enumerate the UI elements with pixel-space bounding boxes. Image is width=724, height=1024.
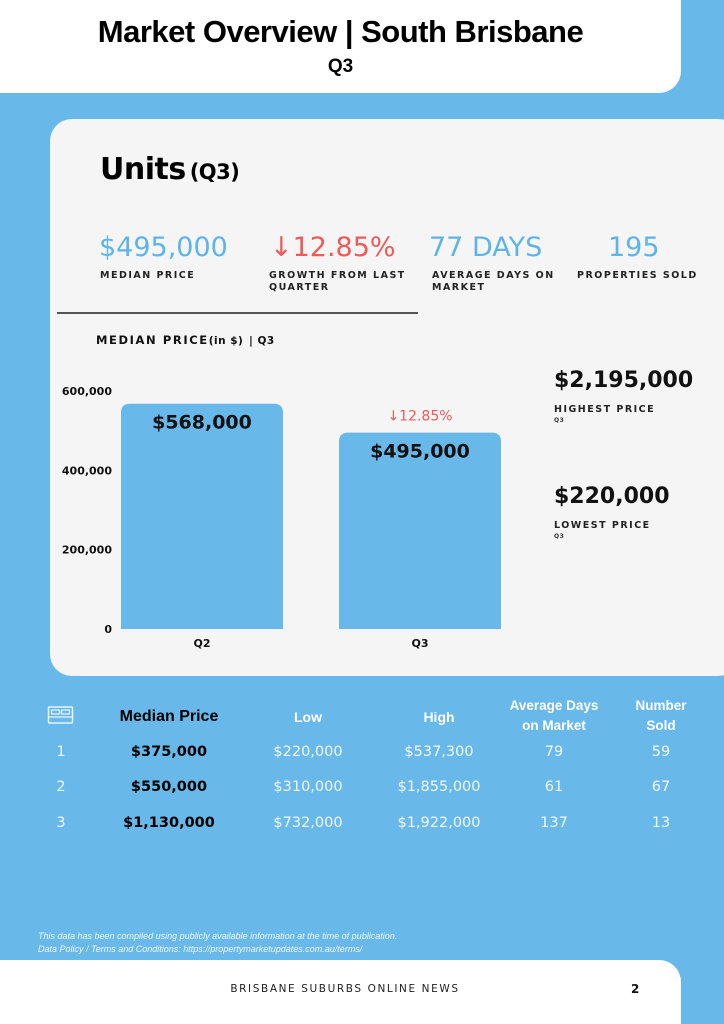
x-tick-label: Q2 (193, 637, 210, 650)
stat-days-label: AVERAGE DAYS ON MARKET (432, 270, 555, 293)
table-cell-median: $550,000 (130, 779, 208, 795)
table-cell-median: $375,000 (130, 744, 208, 760)
stat-sold-label: PROPERTIES SOLD (577, 270, 698, 281)
table-cell-high: $1,855,000 (397, 779, 481, 795)
stat-median-price-label: MEDIAN PRICE (100, 270, 196, 281)
y-tick-label: 400,000 (62, 464, 112, 477)
chart-title-unit: (in $) (208, 335, 244, 347)
table-cell-high: $1,922,000 (397, 815, 481, 831)
y-tick-label: 0 (104, 623, 112, 636)
chart-title-suffix: | Q3 (248, 335, 275, 347)
table-cell-bedrooms: 3 (56, 815, 66, 831)
page-title: Market Overview | South Brisbane (97, 14, 584, 49)
lowest-price-label: LOWEST PRICE (554, 520, 651, 531)
footnote-line-1: This data has been compiled using public… (38, 931, 398, 941)
table-cell-low: $310,000 (273, 779, 343, 795)
median-price-chart: 0 200,000 400,000 600,000 $568,000 Q2 $495,000… (62, 385, 501, 650)
table-cell-low: $732,000 (273, 815, 343, 831)
divider (57, 312, 418, 314)
footnote: This data has been compiled using public… (38, 930, 397, 956)
table-cell-high: $537,300 (404, 744, 474, 760)
table-cell-sold: 59 (651, 744, 671, 760)
col-header-high: High (423, 709, 455, 725)
bar-data-label: $495,000 (370, 441, 470, 463)
chart-title-main: MEDIAN PRICE (96, 333, 209, 347)
stat-sold: 195 (608, 232, 660, 263)
section-title: Units (Q3) (100, 152, 240, 187)
lowest-price-quarter: Q3 (554, 533, 565, 540)
section-quarter: (Q3) (189, 160, 240, 184)
chart-title: MEDIAN PRICE(in $) | Q3 (96, 333, 275, 347)
footnote-line-2: Data Policy / Terms and Conditions: http… (38, 944, 363, 954)
change-annotation: ↓12.85% (387, 409, 452, 425)
table-cell-sold: 67 (651, 779, 671, 795)
bar (339, 432, 501, 629)
page-number: 2 (631, 982, 640, 996)
highest-price-value: $2,195,000 (554, 368, 694, 393)
highest-price-quarter: Q3 (554, 417, 565, 424)
col-header-sold: Number Sold (635, 698, 687, 733)
page-subtitle: Q3 (327, 56, 354, 77)
y-tick-label: 200,000 (62, 544, 112, 557)
bar (121, 403, 283, 629)
table-cell-days: 79 (544, 744, 564, 760)
table-cell-median: $1,130,000 (123, 815, 215, 831)
x-tick-label: Q3 (411, 637, 428, 650)
stat-days: 77 DAYS (429, 232, 543, 263)
col-header-median: Median Price (119, 708, 219, 725)
stat-growth-label: GROWTH FROM LAST QUARTER (269, 270, 406, 293)
footer-publication-name: BRISBANE SUBURBS ONLINE NEWS (230, 983, 460, 995)
stat-growth: ↓12.85% (270, 232, 396, 263)
bar-data-label: $568,000 (152, 412, 252, 434)
highest-price-label: HIGHEST PRICE (554, 404, 656, 415)
stat-median-price: $495,000 (99, 232, 228, 263)
table-cell-sold: 13 (651, 815, 671, 831)
footer: BRISBANE SUBURBS ONLINE NEWS 2 (0, 960, 681, 1024)
table-cell-low: $220,000 (273, 744, 343, 760)
header-banner: Market Overview | South Brisbane Q3 (0, 0, 681, 93)
col-header-low: Low (294, 709, 322, 725)
bed-icon (47, 706, 74, 724)
lowest-price-value: $220,000 (554, 484, 670, 509)
table-cell-days: 61 (544, 779, 564, 795)
y-tick-label: 600,000 (62, 385, 112, 398)
table-cell-bedrooms: 1 (56, 744, 66, 760)
section-title-text: Units (100, 152, 186, 187)
table-cell-bedrooms: 2 (56, 779, 66, 795)
table-cell-days: 137 (540, 815, 568, 831)
col-header-days: Average Days on Market (509, 698, 599, 733)
